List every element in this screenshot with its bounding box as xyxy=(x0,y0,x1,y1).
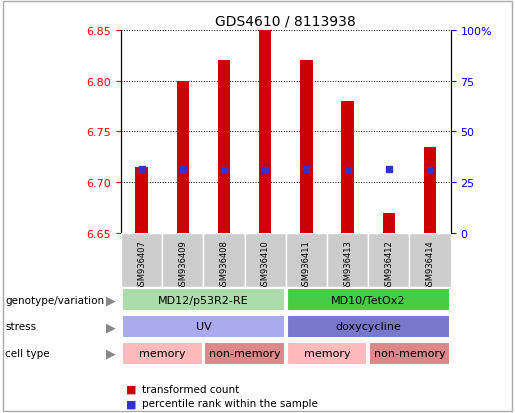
Bar xyxy=(287,288,450,312)
Text: GSM936409: GSM936409 xyxy=(178,240,187,290)
Bar xyxy=(203,233,245,287)
Bar xyxy=(300,61,313,233)
Bar xyxy=(327,233,368,287)
Bar xyxy=(121,233,162,287)
Bar xyxy=(162,233,203,287)
Text: percentile rank within the sample: percentile rank within the sample xyxy=(142,399,318,408)
Bar xyxy=(287,315,450,339)
Text: GSM936411: GSM936411 xyxy=(302,240,311,290)
Bar xyxy=(204,342,285,366)
Text: doxycycline: doxycycline xyxy=(335,322,401,332)
Text: cell type: cell type xyxy=(5,349,50,358)
Bar xyxy=(177,81,189,233)
Bar xyxy=(135,168,148,233)
Title: GDS4610 / 8113938: GDS4610 / 8113938 xyxy=(215,14,356,28)
Text: ▶: ▶ xyxy=(106,320,115,333)
Text: memory: memory xyxy=(304,349,350,358)
Text: ■: ■ xyxy=(126,399,136,408)
Bar xyxy=(287,342,367,366)
Text: stress: stress xyxy=(5,322,36,332)
Text: GSM936414: GSM936414 xyxy=(425,240,435,290)
Text: ■: ■ xyxy=(126,384,136,394)
Bar xyxy=(245,233,286,287)
Text: memory: memory xyxy=(139,349,185,358)
Bar xyxy=(424,147,436,233)
Bar xyxy=(218,61,230,233)
Bar xyxy=(369,342,450,366)
Bar xyxy=(122,342,202,366)
Text: UV: UV xyxy=(196,322,211,332)
Text: ▶: ▶ xyxy=(106,347,115,360)
Text: GSM936407: GSM936407 xyxy=(137,240,146,290)
Text: MD12/p53R2-RE: MD12/p53R2-RE xyxy=(158,295,249,305)
Text: genotype/variation: genotype/variation xyxy=(5,295,104,305)
Bar xyxy=(383,213,395,233)
Text: non-memory: non-memory xyxy=(373,349,445,358)
Bar xyxy=(368,233,409,287)
Bar xyxy=(341,102,354,233)
Text: GSM936412: GSM936412 xyxy=(384,240,393,290)
Bar xyxy=(122,315,285,339)
Bar xyxy=(286,233,327,287)
Bar xyxy=(409,233,451,287)
Bar xyxy=(259,31,271,233)
Text: transformed count: transformed count xyxy=(142,384,239,394)
Text: GSM936413: GSM936413 xyxy=(343,240,352,290)
Text: non-memory: non-memory xyxy=(209,349,281,358)
Text: GSM936410: GSM936410 xyxy=(261,240,270,290)
Bar xyxy=(122,288,285,312)
Text: MD10/TetOx2: MD10/TetOx2 xyxy=(331,295,405,305)
Text: GSM936408: GSM936408 xyxy=(219,240,229,290)
Text: ▶: ▶ xyxy=(106,293,115,306)
